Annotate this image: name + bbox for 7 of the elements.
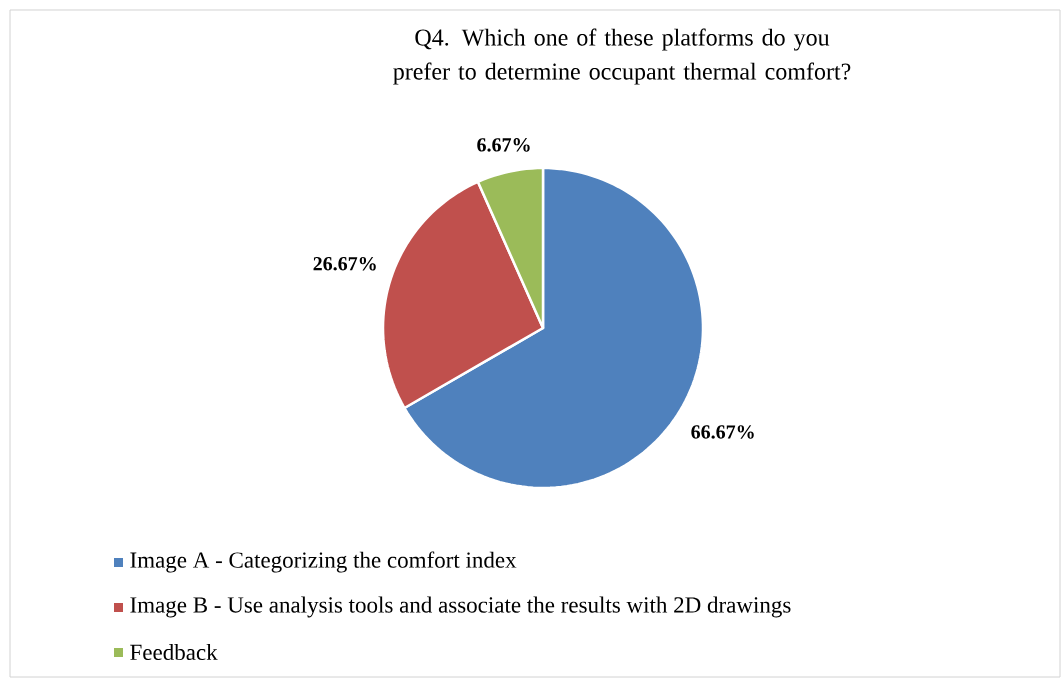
chart-title: Q4. Which one of these platforms do you prefer to determine occupant thermal comfort? xyxy=(393,28,851,85)
legend-label: Image B - Use analysis tools and associate the results with 2D drawings xyxy=(130,596,791,618)
data-label: 6.67% xyxy=(477,138,530,152)
data-label: 26.67% xyxy=(313,256,376,271)
data-label: 66.67% xyxy=(691,425,754,439)
legend-label: Feedback xyxy=(130,643,218,661)
legend-label: Image A - Categorizing the comfort index xyxy=(130,551,517,573)
